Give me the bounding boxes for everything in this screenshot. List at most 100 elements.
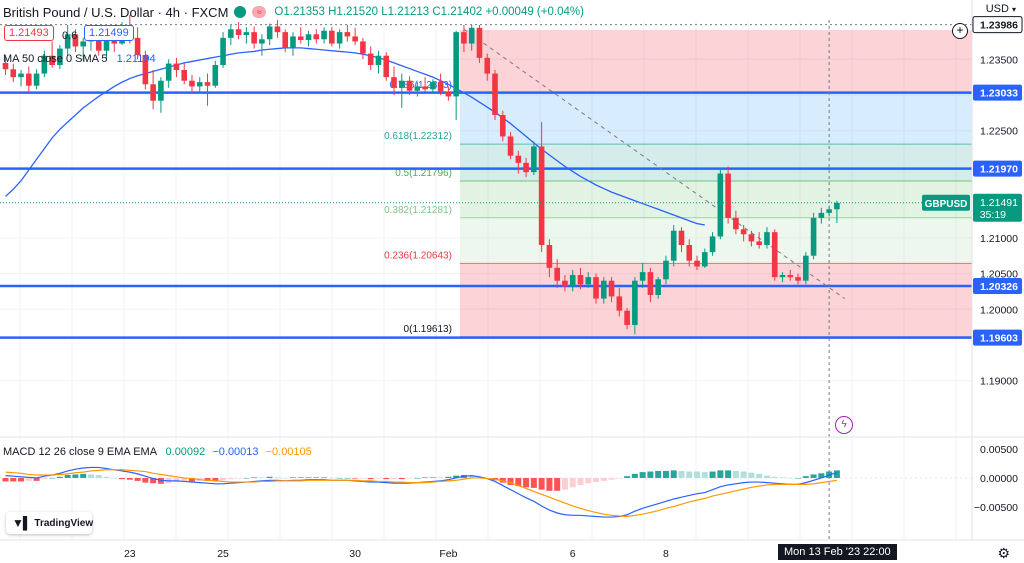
fib-level-label: 0.236(1.20643) bbox=[384, 250, 452, 261]
macd-histogram-bar bbox=[429, 477, 436, 478]
macd-indicator-label[interactable]: MACD 12 26 close 9 EMA EMA 0.00092 −0.00… bbox=[3, 446, 312, 458]
buy-price-button[interactable]: 1.21499 bbox=[84, 25, 134, 41]
candle-body bbox=[810, 217, 817, 256]
candle-body bbox=[616, 296, 623, 311]
candle-body bbox=[593, 277, 599, 299]
fib-level-label: 0.382(1.21281) bbox=[384, 205, 452, 216]
macd-histogram-bar bbox=[266, 476, 273, 478]
price-tick-label: 1.20000 bbox=[980, 304, 1018, 316]
macd-histogram-bar bbox=[763, 475, 770, 478]
macd-histogram-bar bbox=[818, 473, 825, 478]
macd-histogram-bar bbox=[2, 477, 9, 482]
candle-body bbox=[352, 36, 358, 42]
candle-body bbox=[600, 280, 607, 299]
macd-histogram-bar bbox=[173, 477, 180, 483]
macd-histogram-bar bbox=[305, 477, 312, 478]
macd-histogram-bar bbox=[546, 477, 553, 491]
macd-histogram-bar bbox=[538, 477, 545, 490]
fib-level-label: 0(1.19613) bbox=[404, 324, 452, 335]
macd-histogram-bar bbox=[453, 475, 460, 478]
countdown-label: 35:19 bbox=[980, 209, 1006, 221]
sell-price-button[interactable]: 1.21493 bbox=[4, 25, 54, 41]
fib-level-label: 0.786(1.2303) bbox=[390, 80, 452, 91]
macd-histogram-bar bbox=[344, 477, 351, 479]
candle-body bbox=[290, 36, 296, 48]
candle-body bbox=[398, 80, 405, 88]
candle-body bbox=[531, 146, 537, 173]
wave-icon: ≈ bbox=[252, 6, 267, 18]
candle-body bbox=[468, 27, 475, 44]
macd-histogram-bar bbox=[119, 477, 126, 480]
candle-body bbox=[787, 275, 794, 278]
macd-histogram-bar bbox=[678, 470, 685, 478]
candle-body bbox=[655, 279, 661, 295]
macd-tick-label: 0.00500 bbox=[980, 444, 1018, 456]
macd-histogram-bar bbox=[111, 477, 118, 479]
candle-body bbox=[10, 69, 17, 78]
event-lightning-icon[interactable]: ϟ bbox=[835, 416, 853, 434]
candle-body bbox=[554, 267, 560, 281]
close-value: C1.21402 bbox=[432, 6, 483, 18]
candle-body bbox=[204, 82, 211, 86]
macd-histogram-bar bbox=[297, 477, 304, 478]
macd-histogram-bar bbox=[686, 471, 693, 478]
macd-histogram-bar bbox=[530, 477, 537, 488]
candle-body bbox=[492, 73, 498, 115]
price-level-badge bbox=[973, 278, 1022, 294]
symbol-title[interactable]: British Pound / U.S. Dollar · 4h · FXCM bbox=[3, 4, 229, 20]
currency-selector[interactable]: USD ▾ bbox=[986, 3, 1016, 15]
macd-histogram-bar bbox=[243, 477, 250, 479]
candle-body bbox=[686, 245, 693, 261]
macd-histogram-bar bbox=[639, 472, 646, 478]
candle-body bbox=[142, 55, 149, 85]
macd-histogram-bar bbox=[647, 471, 654, 478]
candle-body bbox=[134, 37, 141, 55]
macd-histogram-bar bbox=[359, 477, 366, 479]
candle-body bbox=[476, 27, 483, 58]
time-tick-label: 6 bbox=[570, 548, 576, 560]
candle-body bbox=[336, 32, 343, 44]
fib-zone bbox=[459, 92, 972, 145]
low-value: L1.21213 bbox=[381, 6, 430, 18]
candle-body bbox=[49, 55, 55, 65]
macd-histogram-bar bbox=[670, 470, 677, 478]
candle-body bbox=[259, 39, 265, 44]
candle-body bbox=[26, 73, 32, 86]
candle-body bbox=[764, 232, 770, 245]
macd-histogram-bar bbox=[732, 470, 739, 478]
fib-zone bbox=[459, 217, 972, 264]
current-price-badge bbox=[973, 193, 1022, 222]
macd-histogram-bar bbox=[336, 477, 343, 479]
candle-body bbox=[709, 236, 716, 253]
macd-signal-value: −0.00105 bbox=[265, 446, 312, 458]
add-alert-icon[interactable]: + bbox=[952, 23, 968, 39]
candle-body bbox=[212, 65, 219, 86]
macd-histogram-bar bbox=[188, 477, 195, 482]
ma-indicator-label[interactable]: MA 50 close 0 SMA 5 1.21194 bbox=[3, 53, 156, 65]
macd-histogram-bar bbox=[833, 470, 840, 478]
price-tick-label: 1.23500 bbox=[980, 54, 1018, 66]
crosshair-date-label: Mon 13 Feb '23 22:00 bbox=[778, 544, 897, 560]
candle-body bbox=[266, 26, 273, 40]
tradingview-logo[interactable]: ▼▌ TradingView bbox=[6, 512, 93, 534]
chevron-down-icon: ▾ bbox=[1011, 5, 1016, 14]
price-level-badge bbox=[973, 160, 1022, 177]
high-value: H1.21520 bbox=[328, 6, 378, 18]
macd-histogram-bar bbox=[569, 477, 576, 488]
candle-body bbox=[305, 34, 312, 40]
trendline bbox=[463, 28, 845, 299]
chart-header: British Pound / U.S. Dollar · 4h · FXCM … bbox=[0, 3, 584, 21]
candle-body bbox=[608, 280, 615, 297]
macd-histogram-bar bbox=[181, 477, 188, 482]
macd-histogram-bar bbox=[593, 477, 600, 483]
gear-icon[interactable]: ⚙ bbox=[997, 545, 1010, 561]
macd-histogram-bar bbox=[375, 477, 382, 479]
symbol-badge-label: GBPUSD bbox=[925, 199, 968, 210]
time-tick-label: 23 bbox=[124, 548, 136, 560]
macd-histogram-bar bbox=[49, 477, 56, 479]
macd-histogram-bar bbox=[406, 477, 413, 479]
macd-histogram-bar bbox=[391, 477, 397, 480]
macd-histogram-bar bbox=[328, 477, 335, 479]
fib-zone bbox=[459, 263, 972, 337]
